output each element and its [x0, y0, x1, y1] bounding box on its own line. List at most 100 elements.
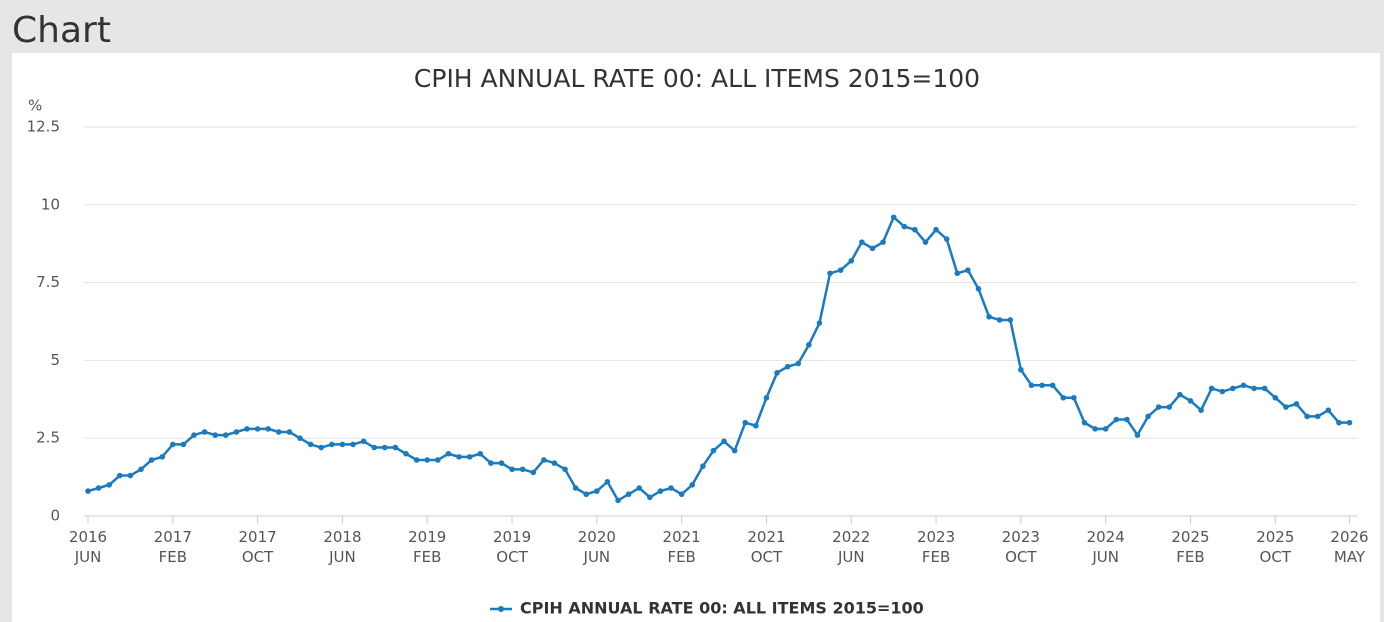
x-tick-label: 2021 OCT	[747, 528, 786, 566]
data-point	[413, 457, 420, 463]
data-point	[678, 491, 685, 498]
data-point	[837, 267, 844, 273]
data-point	[318, 444, 325, 451]
data-point	[901, 223, 908, 230]
data-point	[403, 450, 409, 457]
data-point	[1272, 394, 1279, 401]
data-point	[244, 426, 250, 432]
data-point	[201, 429, 208, 435]
legend-label: CPIH ANNUAL RATE 00: ALL ITEMS 2015=100	[520, 599, 924, 618]
data-point	[1134, 432, 1141, 438]
data-point	[254, 426, 261, 432]
data-point	[933, 226, 939, 233]
y-tick-label: 7.5	[36, 273, 60, 291]
data-point	[1177, 391, 1183, 398]
data-point	[424, 457, 431, 463]
data-point	[85, 488, 91, 494]
x-tick-label: 2019 FEB	[408, 528, 447, 566]
data-point	[731, 447, 738, 454]
data-point	[435, 457, 441, 463]
data-point	[95, 485, 102, 491]
data-point	[1092, 426, 1098, 432]
data-point	[159, 454, 166, 460]
data-point	[986, 314, 992, 320]
data-point	[657, 488, 664, 494]
data-point	[138, 466, 144, 473]
data-point	[583, 491, 590, 498]
data-point	[859, 239, 865, 245]
x-tick-label: 2024 JUN	[1086, 528, 1125, 566]
data-point	[1304, 413, 1310, 420]
data-point	[753, 422, 759, 429]
data-point	[148, 457, 155, 463]
x-tick-label: 2017 OCT	[238, 528, 277, 566]
data-point	[170, 441, 176, 448]
chart-panel	[12, 53, 1380, 622]
data-point	[572, 485, 579, 491]
data-point	[594, 488, 600, 494]
data-point	[996, 317, 1003, 323]
y-tick-label: 0	[50, 507, 60, 525]
data-point	[392, 444, 399, 451]
data-point	[329, 441, 335, 448]
data-point	[774, 370, 780, 376]
data-point	[721, 438, 727, 445]
data-point	[1251, 385, 1257, 392]
data-point	[890, 214, 897, 221]
data-point	[1336, 419, 1342, 426]
data-point	[742, 419, 749, 426]
data-point	[1060, 394, 1067, 401]
data-point	[1230, 385, 1236, 392]
y-tick-label: 2.5	[36, 429, 60, 447]
data-point	[180, 441, 187, 448]
data-point	[965, 267, 971, 273]
data-point	[912, 226, 918, 233]
data-point	[954, 270, 961, 277]
data-point	[1113, 416, 1120, 423]
data-point	[1081, 419, 1088, 426]
page-heading: Chart	[12, 10, 111, 51]
data-point	[647, 494, 653, 501]
data-point	[806, 342, 812, 348]
data-point	[816, 320, 823, 326]
data-point	[636, 485, 643, 491]
data-point	[127, 472, 134, 479]
x-tick-label: 2019 OCT	[492, 528, 532, 566]
data-point	[1039, 382, 1045, 389]
y-tick-label: 5	[50, 351, 60, 369]
data-point	[1102, 426, 1109, 432]
data-point	[1187, 398, 1194, 404]
data-point	[943, 236, 950, 242]
data-point	[265, 426, 272, 432]
x-tick-label: 2023 FEB	[916, 528, 956, 566]
data-point	[795, 360, 802, 367]
data-point	[1155, 404, 1162, 410]
data-point	[530, 469, 537, 476]
data-point	[1240, 382, 1247, 389]
data-point	[1028, 382, 1035, 389]
data-point	[541, 457, 547, 463]
data-point	[339, 441, 346, 448]
x-tick-label: 2022 JUN	[832, 528, 871, 566]
data-point	[869, 245, 876, 252]
data-point	[1261, 385, 1268, 392]
data-point	[1124, 416, 1130, 423]
data-point	[488, 460, 494, 466]
data-point	[1145, 413, 1151, 420]
x-tick-label: 2016 JUN	[68, 528, 108, 566]
y-tick-label: 10	[41, 195, 60, 213]
data-point	[700, 463, 706, 470]
data-point	[880, 239, 886, 245]
data-point	[276, 429, 282, 435]
data-point	[212, 432, 219, 438]
data-point	[445, 450, 452, 457]
x-tick-label: 2026 MAY	[1330, 528, 1369, 566]
data-point	[233, 429, 240, 435]
data-point	[307, 441, 314, 448]
data-point	[604, 478, 611, 485]
data-point	[1018, 366, 1024, 373]
data-point	[562, 466, 568, 473]
data-point	[297, 435, 303, 442]
data-point	[763, 394, 770, 401]
